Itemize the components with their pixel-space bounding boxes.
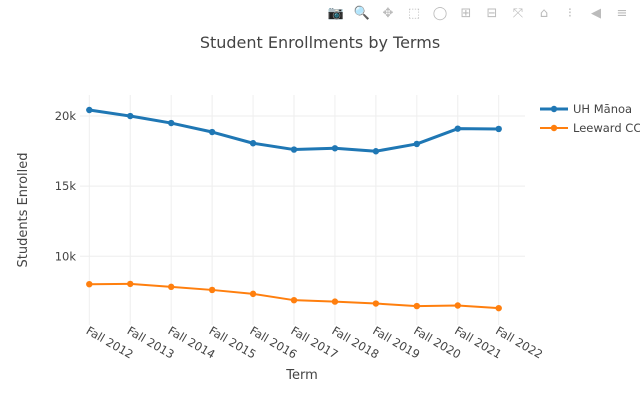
x-tick-label: Fall 2022: [493, 323, 545, 361]
x-axis-label: Term: [285, 368, 318, 383]
data-point[interactable]: [208, 128, 216, 136]
data-point[interactable]: [127, 280, 134, 288]
hover-closest-icon[interactable]: ◀: [591, 6, 601, 21]
y-tick-label: 15k: [55, 179, 77, 193]
legend-item[interactable]: Leeward CC: [540, 121, 640, 135]
legend-marker: [550, 105, 558, 113]
chart-title: Student Enrollments by Terms: [200, 33, 440, 52]
zoom-in-icon[interactable]: ⊞: [460, 6, 472, 21]
data-point[interactable]: [208, 286, 216, 294]
reset-axes-icon[interactable]: ⌂: [539, 6, 549, 21]
data-point[interactable]: [249, 290, 257, 298]
data-point[interactable]: [127, 112, 134, 120]
camera-icon[interactable]: 📷: [327, 6, 345, 21]
data-point[interactable]: [413, 302, 421, 310]
box-select-icon[interactable]: ⬚: [407, 6, 421, 21]
data-point[interactable]: [290, 146, 298, 153]
data-point[interactable]: [372, 300, 380, 307]
data-point[interactable]: [86, 106, 93, 114]
data-point[interactable]: [86, 280, 93, 288]
data-point[interactable]: [495, 125, 502, 133]
data-point[interactable]: [167, 283, 175, 291]
legend-label: UH Mānoa: [573, 102, 632, 116]
data-point[interactable]: [372, 148, 380, 155]
lasso-select-icon[interactable]: ◯: [432, 6, 448, 21]
data-point[interactable]: [413, 140, 421, 148]
data-point[interactable]: [331, 298, 339, 305]
y-tick-label: 10k: [55, 249, 77, 263]
zoom-icon[interactable]: 🔍: [353, 6, 371, 21]
legend-label: Leeward CC: [573, 121, 640, 135]
data-point[interactable]: [290, 296, 298, 304]
hover-compare-icon[interactable]: ≡: [616, 6, 628, 21]
legend-item[interactable]: UH Mānoa: [540, 102, 632, 116]
autoscale-icon[interactable]: ⤧: [512, 6, 524, 21]
data-point[interactable]: [454, 125, 461, 132]
modebar: 📷🔍✥⬚◯⊞⊟⤧⌂⁝◀≡▮: [326, 6, 640, 22]
data-point[interactable]: [454, 302, 461, 309]
legend-marker: [550, 124, 558, 132]
data-point[interactable]: [249, 140, 257, 147]
data-point[interactable]: [167, 119, 175, 127]
data-point[interactable]: [331, 145, 339, 152]
spike-lines-icon[interactable]: ⁝: [567, 6, 573, 21]
zoom-out-icon[interactable]: ⊟: [486, 6, 498, 21]
pan-icon[interactable]: ✥: [382, 6, 394, 21]
y-axis-label: Students Enrolled: [16, 152, 31, 267]
data-point[interactable]: [495, 304, 502, 312]
y-tick-label: 20k: [55, 109, 77, 123]
